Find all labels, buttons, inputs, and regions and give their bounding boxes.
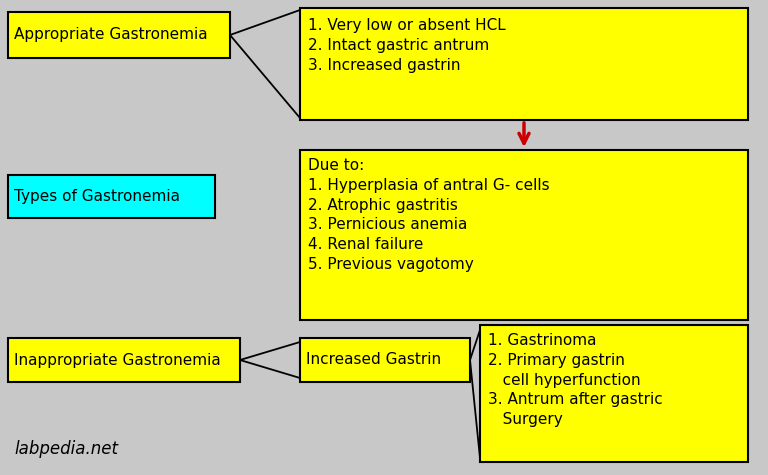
Text: 1. Very low or absent HCL
2. Intact gastric antrum
3. Increased gastrin: 1. Very low or absent HCL 2. Intact gast… — [308, 18, 506, 73]
Text: 1. Gastrinoma
2. Primary gastrin
   cell hyperfunction
3. Antrum after gastric
 : 1. Gastrinoma 2. Primary gastrin cell hy… — [488, 333, 663, 427]
Text: Appropriate Gastronemia: Appropriate Gastronemia — [14, 28, 207, 42]
Bar — [300, 338, 470, 382]
Bar — [300, 8, 748, 120]
Bar — [8, 175, 215, 218]
Text: Inappropriate Gastronemia: Inappropriate Gastronemia — [14, 352, 220, 368]
Bar — [8, 12, 230, 58]
Bar — [480, 325, 748, 462]
Text: Due to:
1. Hyperplasia of antral G- cells
2. Atrophic gastritis
3. Pernicious an: Due to: 1. Hyperplasia of antral G- cell… — [308, 158, 550, 272]
Bar — [300, 150, 748, 320]
Text: Types of Gastronemia: Types of Gastronemia — [14, 190, 180, 205]
Text: labpedia.net: labpedia.net — [14, 440, 118, 458]
Bar — [8, 338, 240, 382]
Text: Increased Gastrin: Increased Gastrin — [306, 352, 441, 368]
